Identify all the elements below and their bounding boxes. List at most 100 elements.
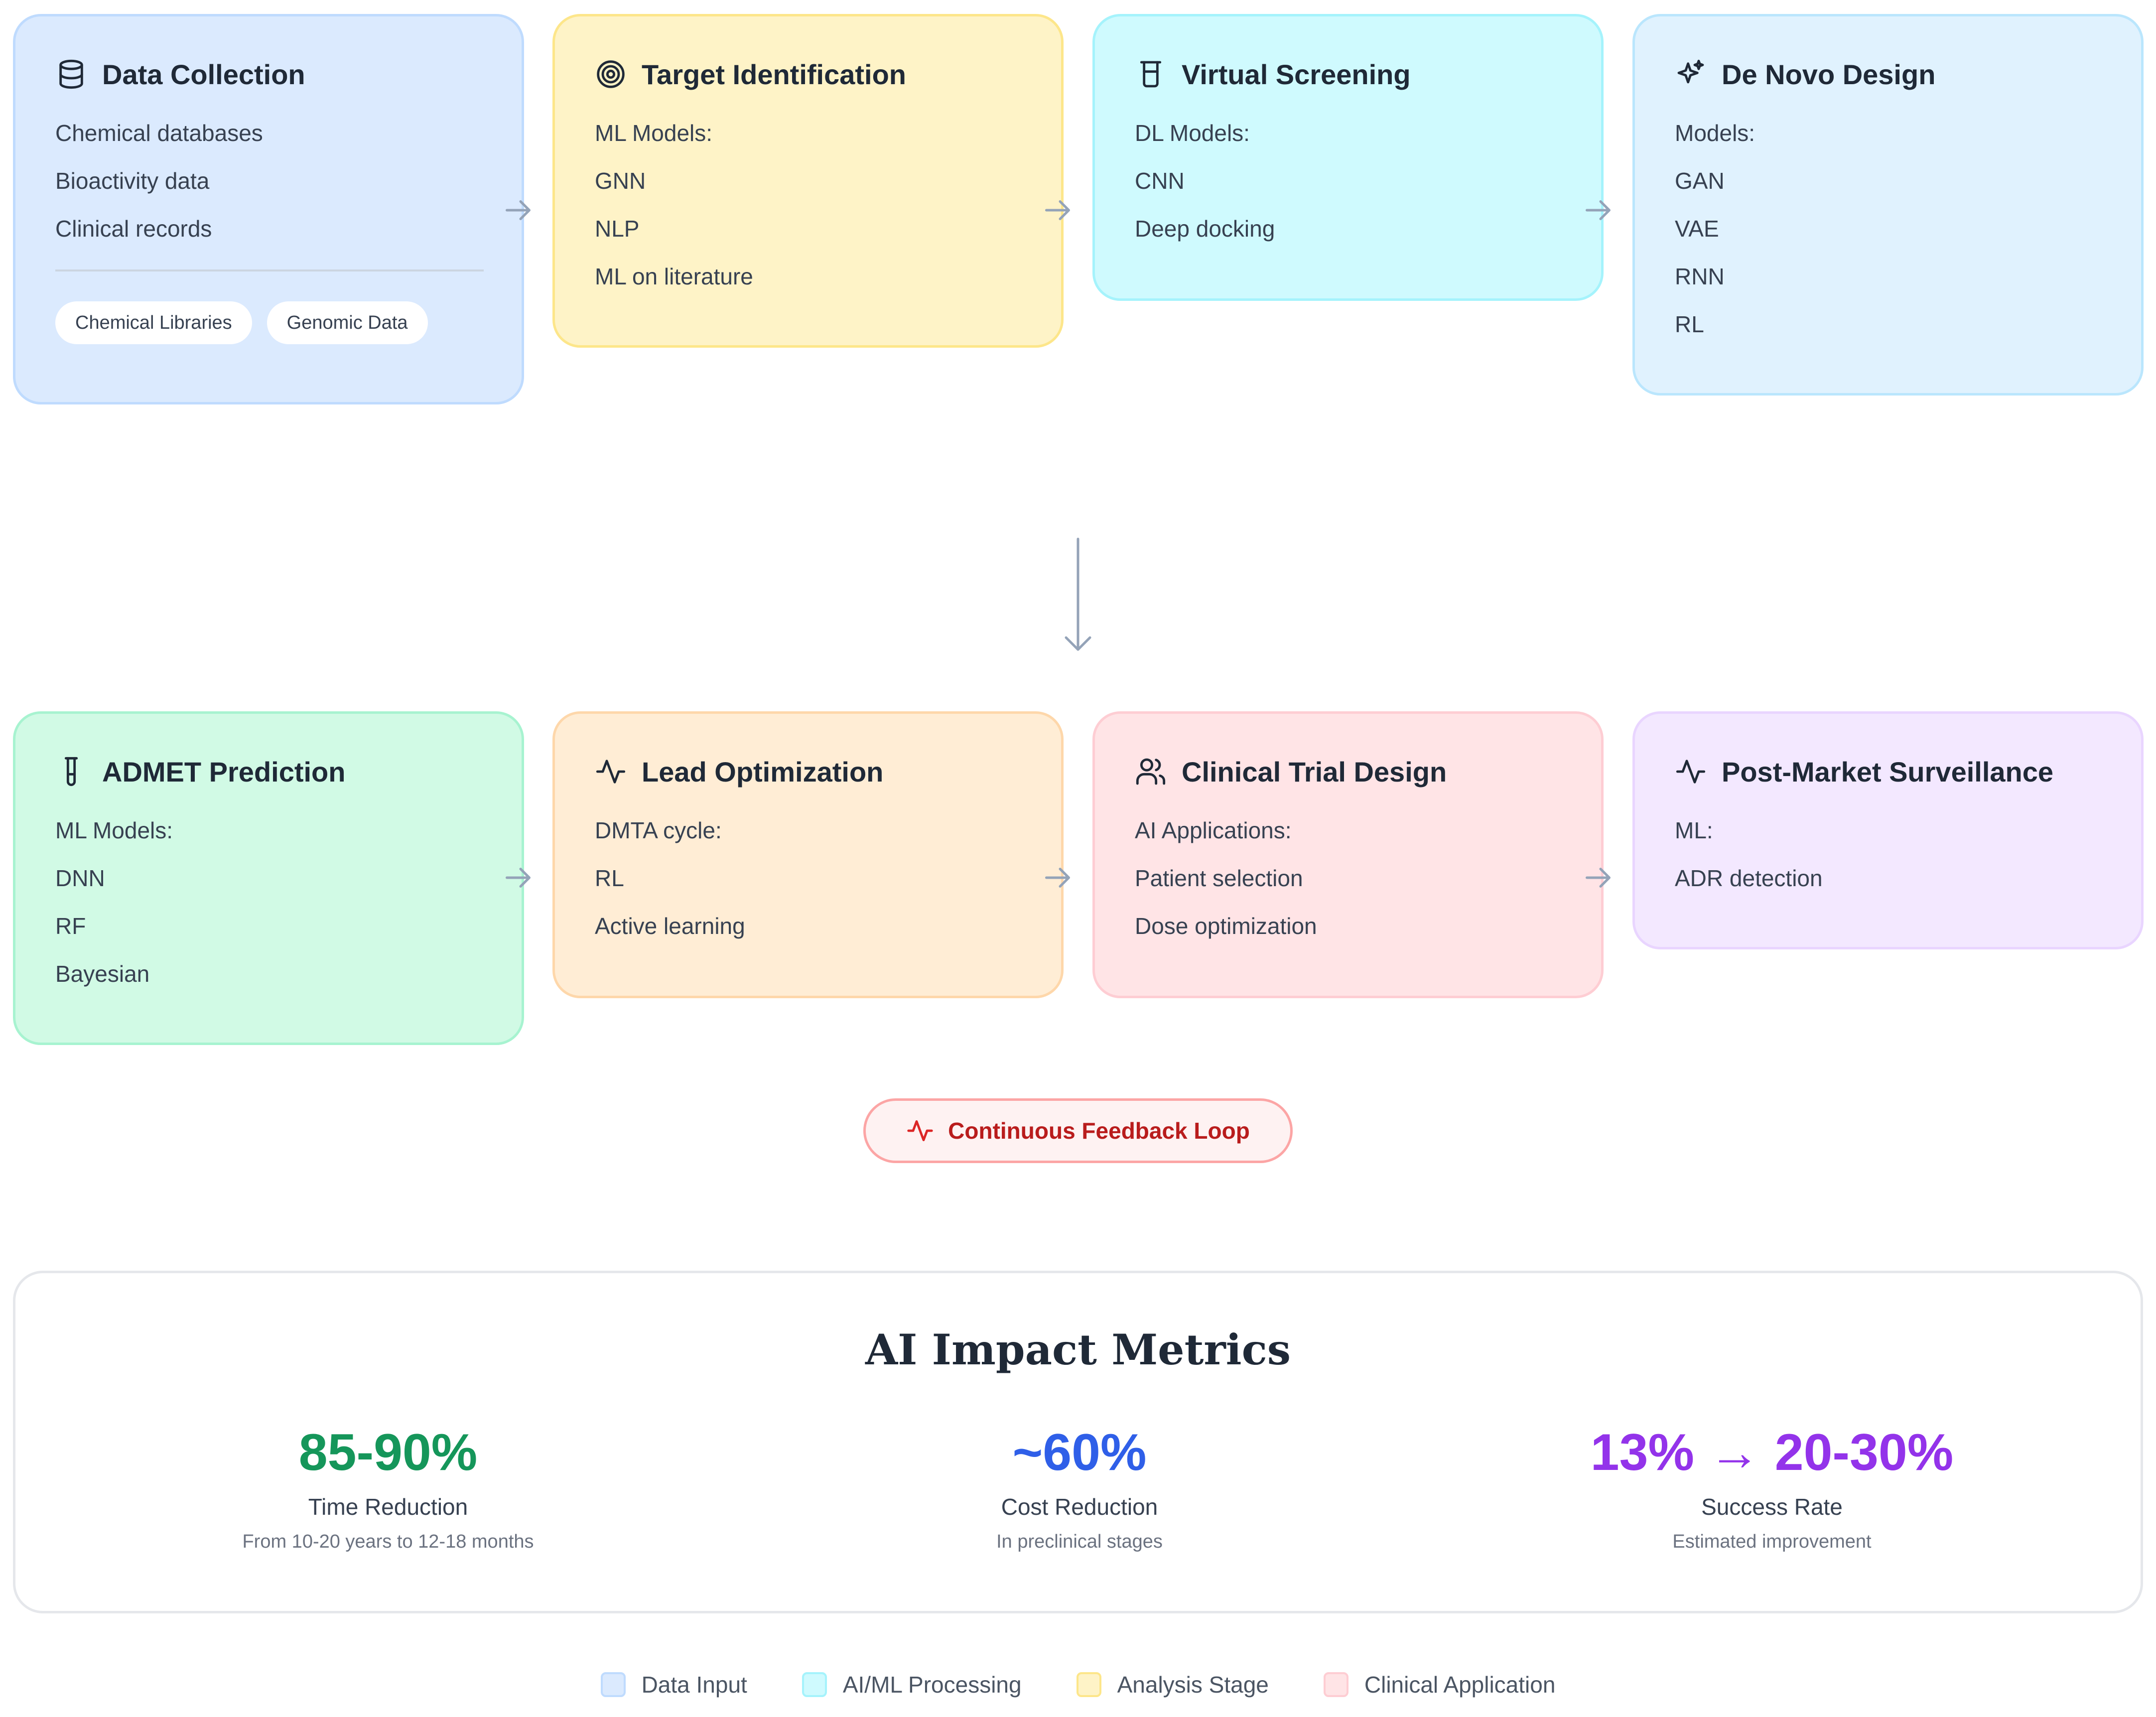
list-item: ML Models: — [595, 120, 713, 146]
legend-item-analysis-stage: Analysis Stage — [1076, 1671, 1269, 1698]
list-item: RL — [595, 865, 624, 891]
legend-label: AI/ML Processing — [842, 1672, 1022, 1698]
stage-title: Post-Market Surveillance — [1722, 756, 2054, 788]
stage-items: AI Applications: Patient selection Dose … — [1135, 815, 1601, 959]
legend-item-clinical-application: Clinical Application — [1323, 1671, 1556, 1698]
target-icon — [595, 58, 627, 90]
metric-label: Cost Reduction — [1001, 1494, 1158, 1520]
list-item: RNN — [1675, 264, 1725, 289]
list-item: CNN — [1135, 168, 1185, 194]
list-item: Chemical databases — [55, 120, 263, 146]
tag-chemical-libraries: Chemical Libraries — [55, 301, 252, 344]
list-item: NLP — [595, 216, 640, 242]
list-item: ML Models: — [55, 817, 173, 843]
stage-card-target-identification: Target Identification ML Models: GNN NLP… — [552, 14, 1064, 348]
stage-title: Virtual Screening — [1182, 58, 1411, 90]
legend-label: Clinical Application — [1364, 1672, 1556, 1698]
legend-item-data-input: Data Input — [600, 1671, 747, 1698]
arrow-right-icon — [1043, 195, 1073, 225]
tag-genomic-data: Genomic Data — [267, 301, 428, 344]
legend-item-ai-ml-processing: AI/ML Processing — [802, 1671, 1022, 1698]
metric-time-reduction: 85-90% Time Reduction From 10-20 years t… — [64, 1423, 712, 1553]
metric-value: 13% → 20-30% — [1590, 1424, 1954, 1481]
test-tube-icon — [55, 756, 87, 788]
stage-items: ML: ADR detection — [1675, 815, 2141, 911]
stage-title: Clinical Trial Design — [1182, 756, 1447, 788]
stage-items: ML Models: DNN RF Bayesian — [55, 815, 522, 1007]
stage-items: Models: GAN VAE RNN RL — [1675, 118, 2141, 357]
metric-label: Time Reduction — [308, 1494, 468, 1520]
list-item: ML: — [1675, 817, 1713, 843]
metric-label: Success Rate — [1701, 1494, 1843, 1520]
stage-card-lead-optimization: Lead Optimization DMTA cycle: RL Active … — [552, 711, 1064, 998]
stage-title: Lead Optimization — [642, 756, 884, 788]
stage-title: Data Collection — [102, 58, 305, 90]
stage-title: De Novo Design — [1722, 58, 1936, 90]
stage-card-post-market-surveillance: Post-Market Surveillance ML: ADR detecti… — [1632, 711, 2144, 949]
stage-title: ADMET Prediction — [102, 756, 346, 788]
list-item: RF — [55, 913, 86, 939]
list-item: ML on literature — [595, 264, 753, 289]
legend-swatch — [1076, 1672, 1101, 1697]
list-item: RL — [1675, 311, 1704, 337]
legend-label: Data Input — [641, 1672, 747, 1698]
arrow-right-icon — [503, 195, 533, 225]
stage-card-virtual-screening: Virtual Screening DL Models: CNN Deep do… — [1092, 14, 1604, 301]
list-item: GNN — [595, 168, 646, 194]
metric-subtext: Estimated improvement — [1672, 1531, 1872, 1552]
stage-title: Target Identification — [642, 58, 906, 90]
stage-card-de-novo-design: De Novo Design Models: GAN VAE RNN RL — [1632, 14, 2144, 396]
legend-swatch — [802, 1672, 827, 1697]
activity-icon — [595, 756, 627, 788]
divider — [55, 269, 484, 271]
tag-list: Chemical Libraries Genomic Data — [55, 301, 522, 344]
sparkles-icon — [1675, 58, 1707, 90]
metrics-panel: AI Impact Metrics 85-90% Time Reduction … — [13, 1271, 2143, 1613]
beaker-icon — [1135, 58, 1167, 90]
users-icon — [1135, 756, 1167, 788]
list-item: Deep docking — [1135, 216, 1275, 242]
stage-card-data-collection: Data Collection Chemical databases Bioac… — [13, 14, 524, 404]
arrow-right-icon — [503, 863, 533, 893]
metric-subtext: In preclinical stages — [996, 1531, 1163, 1552]
metric-value: 85-90% — [298, 1424, 478, 1481]
list-item: Active learning — [595, 913, 745, 939]
stage-items: Chemical databases Bioactivity data Clin… — [55, 118, 522, 262]
metrics-title: AI Impact Metrics — [865, 1325, 1291, 1374]
stage-card-clinical-trial-design: Clinical Trial Design AI Applications: P… — [1092, 711, 1604, 998]
stage-card-admet-prediction: ADMET Prediction ML Models: DNN RF Bayes… — [13, 711, 524, 1045]
legend-label: Analysis Stage — [1117, 1672, 1269, 1698]
list-item: Dose optimization — [1135, 913, 1317, 939]
activity-icon — [1675, 756, 1707, 788]
arrow-down-icon — [1063, 537, 1093, 654]
arrow-right-icon — [1583, 863, 1613, 893]
legend-swatch — [600, 1672, 626, 1697]
legend: Data Input AI/ML Processing Analysis Sta… — [0, 1671, 2156, 1698]
list-item: VAE — [1675, 216, 1719, 242]
list-item: DL Models: — [1135, 120, 1250, 146]
arrow-right-icon — [1043, 863, 1073, 893]
feedback-loop-label: Continuous Feedback Loop — [948, 1118, 1250, 1144]
list-item: AI Applications: — [1135, 817, 1292, 843]
list-item: GAN — [1675, 168, 1725, 194]
list-item: ADR detection — [1675, 865, 1823, 891]
list-item: Models: — [1675, 120, 1755, 146]
arrow-right-icon — [1583, 195, 1613, 225]
list-item: Clinical records — [55, 216, 212, 242]
list-item: DMTA cycle: — [595, 817, 722, 843]
metric-success-rate: 13% → 20-30% Success Rate Estimated impr… — [1448, 1423, 2096, 1553]
metric-value: ~60% — [1012, 1424, 1147, 1481]
activity-icon — [906, 1117, 934, 1145]
list-item: Bayesian — [55, 961, 150, 987]
metric-cost-reduction: ~60% Cost Reduction In preclinical stage… — [756, 1423, 1403, 1553]
list-item: Bioactivity data — [55, 168, 210, 194]
stage-items: DMTA cycle: RL Active learning — [595, 815, 1061, 959]
stage-items: DL Models: CNN Deep docking — [1135, 118, 1601, 262]
feedback-loop-badge: Continuous Feedback Loop — [863, 1098, 1293, 1163]
list-item: Patient selection — [1135, 865, 1303, 891]
database-icon — [55, 58, 87, 90]
list-item: DNN — [55, 865, 105, 891]
stage-items: ML Models: GNN NLP ML on literature — [595, 118, 1061, 309]
metric-subtext: From 10-20 years to 12-18 months — [242, 1531, 534, 1552]
legend-swatch — [1323, 1672, 1348, 1697]
